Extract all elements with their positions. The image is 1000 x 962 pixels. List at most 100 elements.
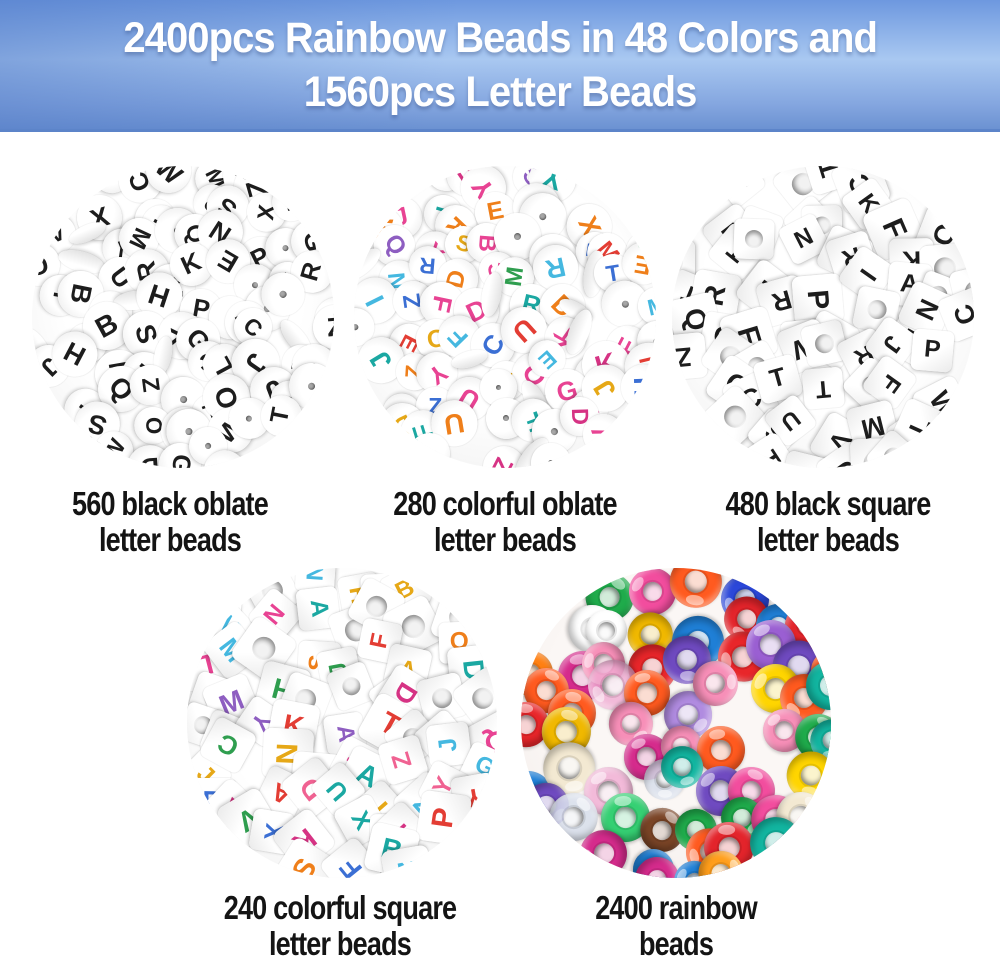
bead-letter: U bbox=[776, 406, 806, 437]
bead-letter: S bbox=[285, 852, 324, 878]
bead-letter: R bbox=[418, 252, 437, 279]
bead-hole bbox=[552, 716, 581, 746]
bead-letter: L bbox=[902, 412, 937, 440]
caption-line2: beads bbox=[638, 925, 714, 962]
bead-letter: I bbox=[359, 290, 391, 312]
bead-hole bbox=[513, 231, 522, 241]
bead-letter: J bbox=[363, 345, 398, 375]
banner: 2400pcs Rainbow Beads in 48 Colors and 1… bbox=[0, 0, 1000, 132]
bead-hole bbox=[796, 614, 820, 638]
photo-black-oblate-letter-beads: CWMYZXEIPSXJAYMQNPGCURMKEFRTBOHPAUBSXGKC… bbox=[32, 166, 334, 468]
bead-letter: Z bbox=[487, 453, 520, 468]
bead-hole bbox=[644, 865, 671, 878]
bead-hole bbox=[819, 728, 831, 754]
bead-letter: A bbox=[304, 598, 333, 619]
bead-letter: P bbox=[923, 335, 942, 364]
photo-colorful-oblate-letter-beads: HYGYJFREZXWQXSBQZMZNRDCMRTEIZFDRDMEOFCUK… bbox=[354, 166, 656, 468]
caption-colorful-square: 240 colorful square letter beads bbox=[201, 890, 480, 962]
bead-hole bbox=[247, 632, 280, 665]
bead-hole bbox=[468, 682, 497, 713]
bead-letter: Z bbox=[325, 310, 334, 343]
bead-hole bbox=[594, 618, 619, 642]
bead-letter: R bbox=[295, 259, 328, 285]
bead-hole bbox=[671, 756, 692, 777]
bead-hole bbox=[425, 449, 433, 457]
bead-hole bbox=[278, 289, 288, 299]
bead-hole bbox=[620, 713, 642, 735]
bead-letter: J bbox=[876, 329, 908, 358]
bead-hole bbox=[560, 803, 588, 831]
caption-line1: 280 colorful oblate bbox=[393, 485, 617, 522]
bead-letter: T bbox=[265, 405, 296, 426]
bead-letter: U bbox=[322, 774, 355, 806]
bead-letter: F bbox=[365, 630, 395, 651]
bead-hole bbox=[108, 170, 116, 178]
bead-letter: A bbox=[44, 219, 70, 250]
photo-black-square-letter-beads: LTCEOIKFOTNDRKTRFRPIAQOFRGKNCZWRJPOCTTFW… bbox=[672, 166, 974, 468]
bead-letter: F bbox=[793, 461, 815, 468]
bead-letter: N bbox=[789, 222, 818, 255]
bead-cube bbox=[733, 217, 775, 260]
bead-letter: P bbox=[800, 287, 836, 311]
caption-line1: 560 black oblate bbox=[72, 485, 269, 522]
bead-hole bbox=[797, 761, 825, 790]
caption-line1: 480 black square bbox=[725, 485, 932, 522]
caption-black-oblate: 560 black oblate letter beads bbox=[31, 486, 310, 558]
bead-hole bbox=[307, 381, 318, 391]
bead-letter: J bbox=[433, 736, 464, 754]
bead-letter: R bbox=[769, 283, 796, 318]
caption-black-square: 480 black square letter beads bbox=[689, 486, 968, 558]
bead-letter: G bbox=[166, 452, 197, 468]
bead-hole bbox=[429, 685, 455, 711]
bead-hole bbox=[591, 841, 616, 866]
bead-hole bbox=[601, 673, 625, 697]
bead-cube: P bbox=[910, 328, 955, 373]
bead-letter: U bbox=[207, 456, 240, 468]
bead-letter: F bbox=[333, 851, 369, 878]
caption-line2: letter beads bbox=[98, 521, 242, 558]
bead-hole bbox=[773, 719, 796, 742]
bead-letter: B bbox=[89, 306, 124, 345]
bead-letter: W bbox=[149, 166, 189, 191]
bead-letter: F bbox=[425, 292, 459, 315]
caption-rainbow: 2400 rainbow beads bbox=[537, 890, 816, 962]
bead-letter: J bbox=[282, 188, 301, 217]
caption-line1: 2400 rainbow bbox=[595, 889, 757, 926]
bead-letter: T bbox=[814, 374, 832, 404]
photo-colorful-square-letter-beads: NHMBVVNALMSJFVODMHZDAYKATQJCNPIAZJGPVADU… bbox=[187, 568, 497, 878]
bead-letter: L bbox=[726, 167, 754, 197]
bead-letter: H bbox=[627, 376, 656, 398]
bead-letter: H bbox=[144, 277, 174, 314]
bead-letter: C bbox=[238, 312, 269, 343]
bead-hole bbox=[245, 414, 254, 423]
bead-letter: K bbox=[176, 247, 205, 281]
bead-hole bbox=[880, 444, 907, 468]
bead-hole bbox=[719, 400, 751, 432]
bead-letter: Z bbox=[673, 341, 694, 373]
bead-letter: I bbox=[854, 263, 882, 286]
bead-hole bbox=[521, 711, 539, 737]
bead-letter: Z bbox=[386, 748, 418, 772]
caption-line1: 240 colorful square bbox=[223, 889, 457, 926]
bead-letter: E bbox=[532, 345, 561, 374]
bead-letter: H bbox=[58, 335, 91, 372]
banner-title-line1: 2400pcs Rainbow Beads in 48 Colors and bbox=[123, 13, 878, 62]
bead-letter: T bbox=[753, 445, 786, 468]
bead-letter: R bbox=[542, 251, 569, 286]
bead-letter: P bbox=[425, 806, 462, 831]
bead-hole bbox=[203, 442, 212, 451]
bead-hole bbox=[710, 863, 732, 878]
bead-letter: V bbox=[586, 422, 618, 447]
bead-hole bbox=[546, 459, 555, 467]
banner-title-line2: 1560pcs Letter Beads bbox=[303, 67, 698, 116]
bead-letter: T bbox=[766, 362, 790, 394]
bead-letter: N bbox=[909, 294, 945, 325]
bead-letter: Y bbox=[422, 357, 452, 390]
bead-hole bbox=[178, 395, 188, 404]
bead-cube: P bbox=[415, 790, 473, 847]
bead-hole bbox=[620, 299, 629, 308]
bead-hole bbox=[502, 415, 510, 423]
bead-hole bbox=[681, 568, 712, 598]
bead-letter: F bbox=[875, 369, 906, 398]
bead-hole bbox=[708, 737, 734, 763]
